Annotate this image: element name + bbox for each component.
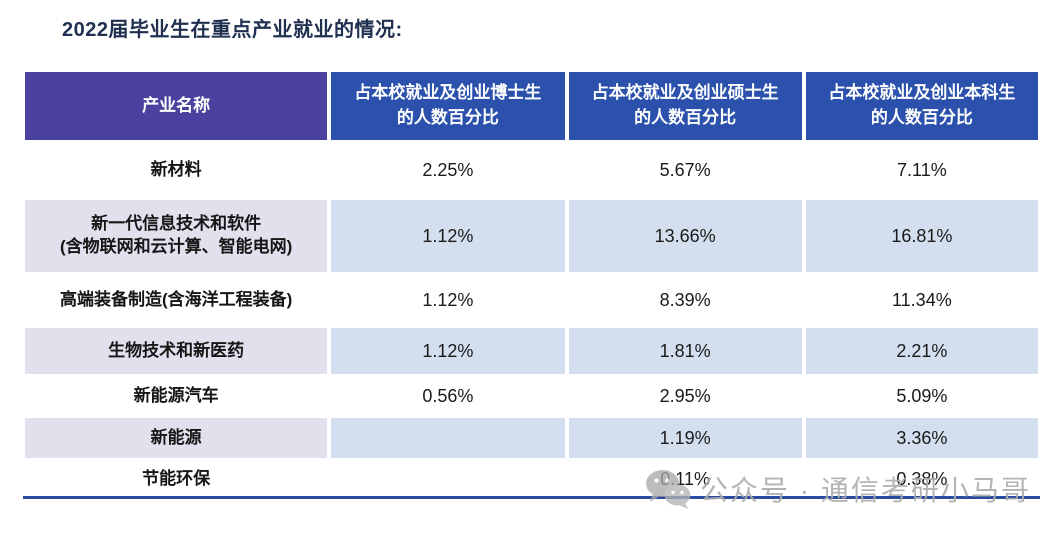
table-row: 新材料 2.25% 5.67% 7.11% xyxy=(25,142,1038,198)
phd-percent-cell xyxy=(331,418,565,458)
bachelor-percent-cell: 11.34% xyxy=(892,289,952,310)
watermark-text: 公众号 · 通信考研小马哥 xyxy=(700,475,1031,506)
industry-name-cell: 新材料 xyxy=(150,159,202,179)
master-percent-cell: 1.81% xyxy=(568,328,802,374)
industry-employment-table: 产业名称 占本校就业及创业博士生 的人数百分比 占本校就业及创业硕士生 的人数百… xyxy=(21,70,1042,500)
phd-percent-cell: 1.12% xyxy=(331,200,565,272)
header-industry-name: 产业名称 xyxy=(25,72,328,140)
bachelor-percent-cell: 5.09% xyxy=(896,385,948,406)
bachelor-percent-cell: 3.36% xyxy=(805,418,1038,458)
phd-percent-cell: 1.12% xyxy=(422,289,474,310)
header-master-percent: 占本校就业及创业硕士生 的人数百分比 xyxy=(568,72,802,140)
phd-percent-cell xyxy=(331,460,564,498)
table-row: 新一代信息技术和软件 (含物联网和云计算、智能电网) 1.12% 13.66% … xyxy=(25,200,1038,272)
bachelor-percent-cell: 7.11% xyxy=(897,159,947,180)
table-row: 新能源 1.19% 3.36% xyxy=(25,418,1038,458)
industry-name-cell: 新能源 xyxy=(25,418,328,458)
header-phd-percent: 占本校就业及创业博士生 的人数百分比 xyxy=(331,72,565,140)
bachelor-percent-cell: 16.81% xyxy=(805,200,1038,272)
master-percent-cell: 8.39% xyxy=(659,289,711,310)
table-row: 高端装备制造(含海洋工程装备) 1.12% 8.39% 11.34% xyxy=(25,274,1038,326)
bachelor-percent-cell: 2.21% xyxy=(805,328,1038,374)
table-row: 新能源汽车 0.56% 2.95% 5.09% xyxy=(25,376,1038,416)
table-row: 生物技术和新医药 1.12% 1.81% 2.21% xyxy=(25,328,1038,374)
industry-name-cell: 节能环保 xyxy=(142,468,211,488)
industry-name-cell: 新能源汽车 xyxy=(133,385,219,405)
table-bottom-rule xyxy=(23,496,1040,499)
master-percent-cell: 13.66% xyxy=(568,200,802,272)
industry-name-cell: 生物技术和新医药 xyxy=(25,328,328,374)
phd-percent-cell: 2.25% xyxy=(422,159,474,180)
master-percent-cell: 1.19% xyxy=(568,418,802,458)
industry-name-cell: 新一代信息技术和软件 (含物联网和云计算、智能电网) xyxy=(25,200,328,272)
phd-percent-cell: 0.56% xyxy=(422,385,474,406)
page-title: 2022届毕业生在重点产业就业的情况: xyxy=(62,19,403,41)
table-header-row: 产业名称 占本校就业及创业博士生 的人数百分比 占本校就业及创业硕士生 的人数百… xyxy=(25,72,1038,140)
bachelor-percent-cell: 0.38% xyxy=(896,468,948,489)
header-bachelor-percent: 占本校就业及创业本科生 的人数百分比 xyxy=(805,72,1038,140)
master-percent-cell: 2.95% xyxy=(659,385,711,406)
industry-name-cell: 高端装备制造(含海洋工程装备) xyxy=(59,289,293,309)
phd-percent-cell: 1.12% xyxy=(331,328,565,374)
wechat-icon xyxy=(645,469,691,509)
watermark: 公众号 · 通信考研小马哥 xyxy=(645,469,1031,509)
master-percent-cell: 5.67% xyxy=(659,159,711,180)
